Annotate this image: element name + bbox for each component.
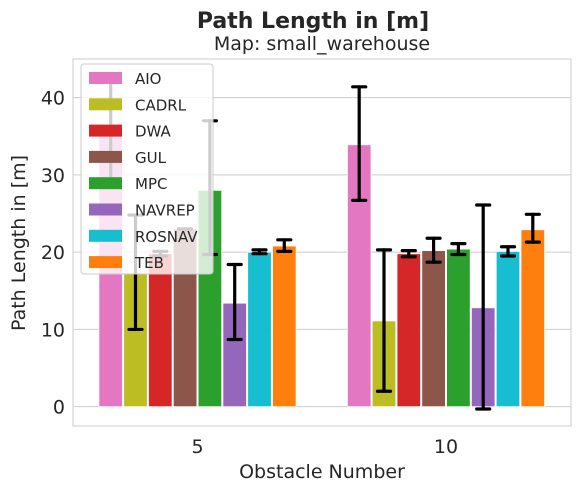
legend-label: GUL bbox=[135, 149, 167, 167]
plot-area-frame bbox=[72, 58, 572, 427]
bar bbox=[495, 250, 521, 408]
bar bbox=[520, 229, 546, 408]
bar bbox=[446, 248, 471, 408]
error-bar bbox=[276, 238, 293, 253]
legend-swatch bbox=[89, 98, 122, 111]
y-tick-label: 40 bbox=[41, 88, 65, 110]
bar bbox=[272, 245, 297, 408]
legend-swatch bbox=[89, 256, 122, 269]
x-tick-labels: 5 10 bbox=[191, 436, 458, 458]
bar bbox=[396, 253, 422, 408]
error-bar bbox=[351, 85, 368, 202]
legend-label: DWA bbox=[135, 123, 172, 141]
x-tick-label: 10 bbox=[434, 436, 458, 458]
y-tick-labels: 0 10 20 30 40 bbox=[41, 88, 65, 419]
legend-label: NAVREP bbox=[135, 202, 195, 220]
legend-label: TEB bbox=[134, 254, 164, 272]
error-bar bbox=[251, 248, 268, 256]
bar bbox=[148, 253, 173, 408]
y-tick-label: 30 bbox=[41, 165, 65, 187]
error-bar bbox=[425, 236, 442, 264]
legend-label: ROSNAV bbox=[135, 228, 198, 246]
legend-swatch bbox=[89, 203, 122, 216]
bar bbox=[421, 250, 446, 408]
y-tick-label: 20 bbox=[41, 242, 65, 264]
legend-label: CADRL bbox=[135, 96, 187, 114]
chart-title: Path Length in [m] bbox=[197, 9, 429, 34]
y-axis-label: Path Length in [m] bbox=[8, 155, 30, 331]
bar bbox=[247, 251, 272, 408]
legend-label: AIO bbox=[135, 70, 162, 88]
legend-swatch bbox=[89, 72, 122, 84]
legend-swatch bbox=[89, 124, 122, 137]
chart-subtitle: Map: small_warehouse bbox=[214, 33, 430, 55]
legend-box bbox=[80, 63, 214, 275]
error-bar bbox=[475, 203, 492, 411]
legend: AIO CADRL DWA GUL MPC NAVREP ROSNAV TEB bbox=[80, 63, 214, 275]
error-bar bbox=[524, 212, 541, 244]
legend-label: MPC bbox=[135, 175, 167, 193]
x-tick-label: 5 bbox=[191, 436, 203, 458]
error-bar bbox=[450, 242, 467, 257]
error-bar bbox=[226, 262, 243, 342]
x-axis-label: Obstacle Number bbox=[239, 461, 405, 483]
error-bar bbox=[400, 249, 417, 259]
legend-swatch bbox=[89, 177, 122, 190]
legend-swatch bbox=[89, 150, 122, 163]
legend-swatch bbox=[89, 229, 122, 242]
y-tick-label: 10 bbox=[41, 319, 65, 341]
y-tick-label: 0 bbox=[53, 397, 65, 419]
error-bar bbox=[375, 248, 393, 393]
error-bar bbox=[499, 245, 517, 258]
bars bbox=[98, 125, 546, 408]
